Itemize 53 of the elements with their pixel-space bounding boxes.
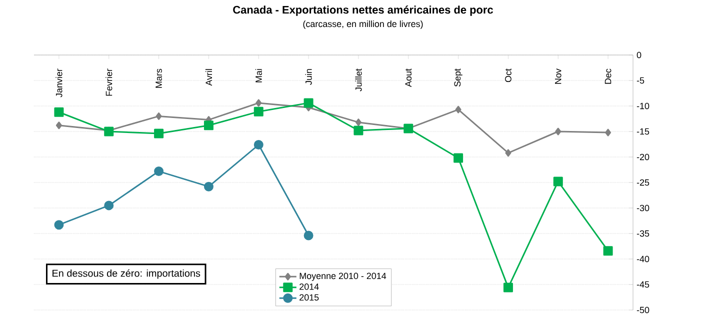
y-tick-label: -35 <box>636 230 650 237</box>
y-tick-label: -20 <box>636 154 650 160</box>
legend-label: 2015 <box>300 294 319 301</box>
point <box>154 128 164 138</box>
point <box>254 106 264 116</box>
x-tick-label: Juillet <box>355 68 362 92</box>
x-tick-label: Nov <box>555 68 562 84</box>
point <box>156 112 162 120</box>
point <box>354 126 364 136</box>
point <box>304 98 314 108</box>
point <box>54 107 64 117</box>
point <box>454 153 464 163</box>
point <box>505 149 512 157</box>
y-tick-label: -25 <box>636 179 650 186</box>
point <box>304 230 314 240</box>
x-tick-label: Dec <box>604 68 612 84</box>
y-tick-label: -10 <box>636 102 650 110</box>
y-tick-label: -5 <box>636 77 644 84</box>
y-tick-label: -40 <box>636 256 650 262</box>
x-tick-label: Mars <box>156 68 162 88</box>
x-tick-label: Janvier <box>56 68 62 98</box>
point <box>455 106 462 114</box>
x-tick-label: Mai <box>255 69 262 82</box>
point <box>256 99 262 107</box>
y-tick-label: -15 <box>636 128 650 135</box>
y-tick-label: -50 <box>636 306 650 314</box>
point <box>154 166 164 176</box>
y-tick-label: 0 <box>636 52 642 58</box>
point <box>503 282 513 292</box>
x-tick-label: Aout <box>405 68 412 87</box>
point <box>204 120 214 130</box>
point <box>605 128 612 136</box>
y-tick-label: -45 <box>636 281 650 288</box>
legend-label: 2014 <box>300 283 319 290</box>
x-tick-label: Fevrier <box>106 68 112 96</box>
chart-subtitle: (carcasse, en million de livres) <box>303 20 423 29</box>
x-tick-label: Sept <box>454 68 462 87</box>
x-tick-label: Avril <box>205 69 212 86</box>
point <box>104 200 114 210</box>
point <box>54 220 64 230</box>
legend-label: Moyenne 2010 - 2014 <box>300 272 386 281</box>
point <box>603 246 613 256</box>
point <box>204 182 214 192</box>
x-tick-label: Oct <box>505 68 512 82</box>
point <box>355 118 362 126</box>
point <box>254 140 264 150</box>
point <box>56 122 62 130</box>
annotation: En dessous de zéro: importations <box>52 269 200 279</box>
y-tick-label: -30 <box>636 204 650 212</box>
point <box>555 128 562 136</box>
point <box>553 176 563 186</box>
chart-title: Canada - Exportations nettes américaines de porc <box>233 6 493 16</box>
x-tick-label: Juin <box>305 69 312 85</box>
